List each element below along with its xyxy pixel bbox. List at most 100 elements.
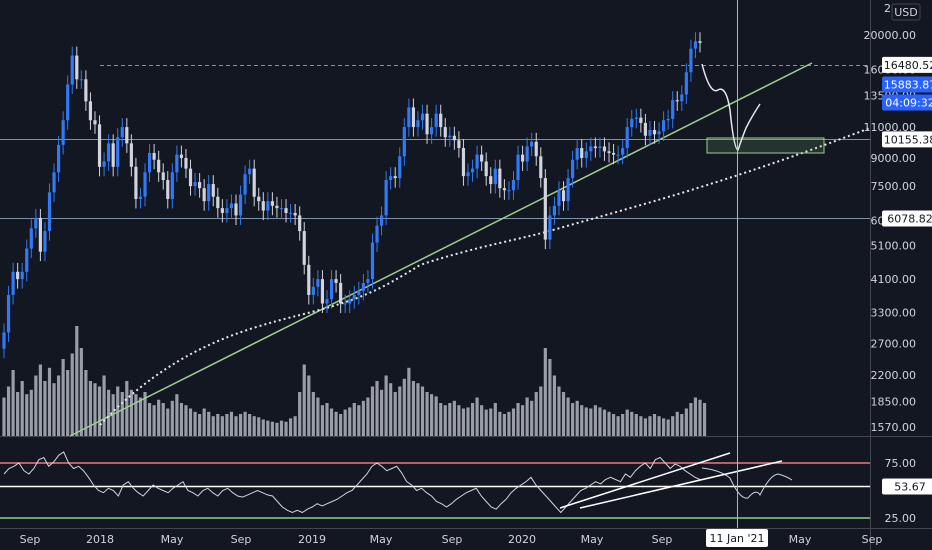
volume-bar <box>666 419 670 436</box>
candle-body <box>302 231 306 265</box>
volume-bar <box>202 408 206 436</box>
candle-body <box>161 172 165 181</box>
volume-bar <box>25 394 29 436</box>
price-tick-label: 2200.00 <box>871 369 917 382</box>
candle-body <box>420 113 425 121</box>
rsi-lower-channel <box>579 460 783 509</box>
volume-bar <box>675 411 679 436</box>
candle-body <box>470 168 475 173</box>
candle-body <box>439 113 443 128</box>
candle-body <box>157 159 161 173</box>
volume-bar <box>29 389 33 436</box>
volume-bar <box>211 416 215 436</box>
candle-body <box>643 122 648 136</box>
candle-body <box>61 120 65 145</box>
volume-bar <box>166 408 170 436</box>
candle-body <box>329 279 334 300</box>
candle-body <box>111 143 115 167</box>
volume-bar <box>366 397 370 436</box>
price-tick-label: 1850.00 <box>871 396 917 409</box>
candle-body <box>243 174 247 195</box>
candle-body <box>366 279 370 283</box>
candle-body <box>357 290 361 295</box>
volume-bar <box>575 400 579 436</box>
candle-body <box>534 141 538 157</box>
volume-bar <box>34 375 38 436</box>
last-price-tag: 15883.87 <box>884 78 932 91</box>
candle-body <box>343 303 347 305</box>
volume-bar <box>170 400 174 436</box>
volume-bar <box>157 399 161 436</box>
volume-bar <box>507 411 511 436</box>
time-tick-label: May <box>370 533 393 546</box>
candle-body <box>34 217 38 229</box>
candle-body <box>452 135 456 141</box>
candle-body <box>616 154 620 156</box>
volume-bar <box>234 416 238 436</box>
volume-bar <box>498 411 502 436</box>
rising-trendline <box>69 62 813 437</box>
candle-body <box>298 215 302 232</box>
candle-body <box>675 100 679 102</box>
candle-body <box>511 180 516 191</box>
candle-body <box>316 279 320 287</box>
price-tick-label: 3300.00 <box>871 307 917 320</box>
volume-bar <box>452 400 456 436</box>
candle-body <box>416 120 420 128</box>
candle-body <box>461 148 466 177</box>
volume-bar <box>184 405 188 436</box>
candle-body <box>507 190 511 192</box>
candle-body <box>320 279 325 304</box>
volume-bar <box>152 405 156 436</box>
volume-bar <box>38 364 42 436</box>
volume-bar <box>370 386 375 436</box>
countdown-tag: 04:09:32 <box>885 96 932 109</box>
volume-bar <box>475 397 479 436</box>
volume-bar <box>398 386 402 436</box>
volume-bar <box>316 397 320 436</box>
candle-body <box>652 129 657 135</box>
candles <box>2 32 702 359</box>
volume-bar <box>220 416 224 436</box>
volume-bar <box>525 397 529 436</box>
time-tick-label: Sep <box>442 533 463 546</box>
candle-body <box>598 146 602 149</box>
candle-body <box>571 159 575 179</box>
volume-bar <box>416 383 420 436</box>
candle-body <box>370 242 375 280</box>
volume-bar <box>311 392 315 436</box>
volume-bar <box>466 407 470 436</box>
candle-body <box>607 151 611 153</box>
candle-body <box>43 231 47 252</box>
candle-body <box>407 107 411 128</box>
time-tick-label: May <box>581 533 604 546</box>
volume-bar <box>461 408 466 436</box>
level-tag: 16480.52 <box>884 59 932 72</box>
volume-bar <box>389 383 393 436</box>
candle-body <box>584 151 588 159</box>
volume-bar <box>6 386 11 436</box>
volume-bar <box>198 414 202 436</box>
candle-body <box>448 135 452 138</box>
currency-badge[interactable]: USD <box>891 3 921 21</box>
candle-body <box>198 182 202 189</box>
candle-body <box>193 182 197 187</box>
candle-body <box>75 55 79 80</box>
candle-body <box>216 196 220 209</box>
volume-bar <box>516 403 520 436</box>
candle-body <box>125 127 129 144</box>
volume-bar <box>279 420 284 436</box>
volume-bar <box>266 420 270 436</box>
volume-bar <box>270 421 274 436</box>
volume-bar <box>602 409 607 436</box>
candle-body <box>152 152 156 160</box>
crosshair-date-label: 11 Jan '21 <box>710 532 765 545</box>
candle-body <box>361 282 365 291</box>
volume-bar <box>97 386 102 436</box>
candle-body <box>166 180 170 199</box>
horizontal-levels <box>0 65 870 219</box>
time-axis[interactable]: Sep 2018 May Sep 2019 May Sep 2020 May Sep May Sep 1… <box>20 529 883 547</box>
volume-bar <box>325 403 329 436</box>
candle-body <box>398 156 402 179</box>
